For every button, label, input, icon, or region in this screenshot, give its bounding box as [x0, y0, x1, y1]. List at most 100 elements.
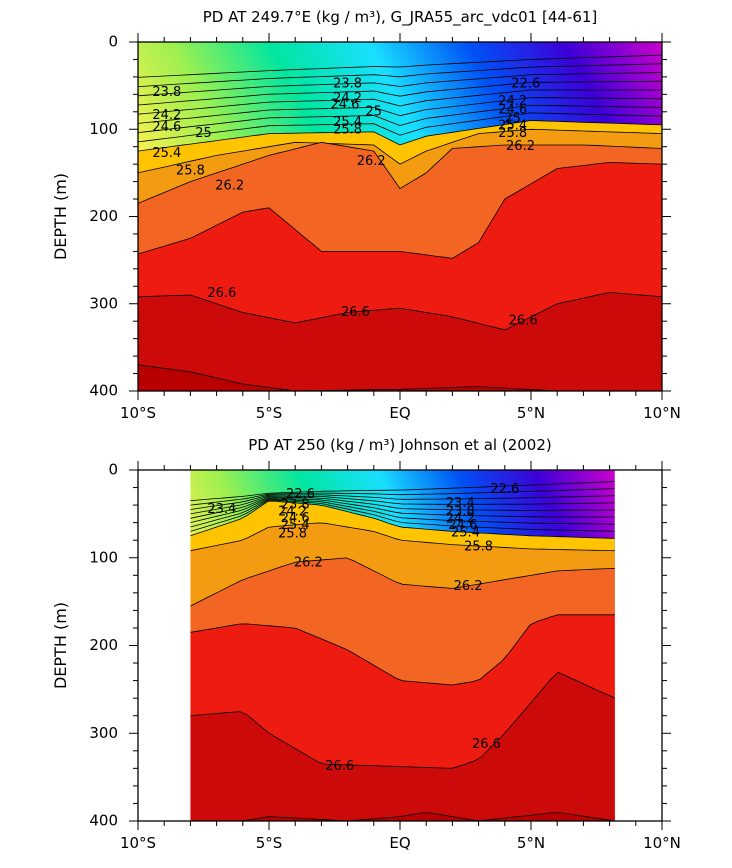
contour-label: 24.2	[333, 91, 362, 106]
contour-label: 26.6	[207, 286, 236, 301]
y-tick-label: 0	[108, 33, 118, 51]
contour-label: 25.8	[498, 126, 527, 141]
contour-label: 23.8	[152, 85, 181, 100]
x-tick-label: EQ	[389, 404, 410, 422]
contour-line-26.6	[138, 161, 662, 259]
contour-line-surface	[190, 494, 615, 510]
contour-fills	[138, 42, 662, 391]
contour-label: 26.6	[509, 314, 538, 329]
x-tick-label: 10°S	[120, 404, 156, 422]
contour-line-27	[138, 291, 662, 331]
y-tick-label: 200	[89, 207, 118, 225]
x-tick-label: 5°S	[256, 834, 283, 852]
x-tick-label: 5°N	[517, 404, 545, 422]
y-tick-label: 100	[89, 120, 118, 138]
contour-line-surface	[138, 54, 662, 78]
contour-label: 24.6	[281, 511, 310, 526]
contour-line-surface	[190, 488, 615, 506]
contour-label: 25.8	[278, 527, 307, 542]
contour-line-25.4	[138, 120, 662, 152]
contour-fills	[190, 470, 615, 821]
contour-label: 26.2	[294, 556, 323, 571]
contour-label: 24.2	[498, 94, 527, 109]
contour-label: 25.4	[333, 115, 362, 130]
contour-label: 23.4	[446, 496, 475, 511]
contour-label: 23.8	[333, 76, 362, 91]
contour-line-surface	[138, 112, 662, 143]
contour-label: 26.2	[215, 178, 244, 193]
contour-band-27.4	[138, 364, 662, 391]
contour-line-surface	[138, 89, 662, 115]
y-tick-label: 100	[89, 548, 118, 566]
contour-line-25.4	[190, 500, 615, 539]
contour-label: 24.6	[331, 97, 360, 112]
contour-label: 23.4	[207, 502, 236, 517]
contour-line-surface	[190, 499, 615, 532]
contour-label: 25	[366, 104, 383, 119]
contour-label: 25	[504, 111, 521, 126]
contour-label: 24.6	[152, 120, 181, 135]
contour-label: 25.8	[333, 123, 362, 138]
contour-line-26.2	[138, 141, 662, 204]
contour-line-surface	[190, 495, 615, 515]
contour-label: 25.8	[464, 540, 493, 555]
contour-line-surface	[138, 72, 662, 97]
contour-line-surface	[138, 80, 662, 106]
chart-title: PD AT 249.7°E (kg / m³), G_JRA55_arc_vdc…	[203, 8, 598, 27]
contour-label: 26.2	[506, 139, 535, 154]
contour-band-27.4	[190, 812, 615, 821]
contour-label: 25.4	[451, 526, 480, 541]
contour-label: 23.8	[281, 498, 310, 513]
contour-label: 24.2	[446, 512, 475, 527]
contour-line-25.8	[138, 128, 662, 174]
contour-line-25.8	[190, 522, 615, 552]
contour-line-surface	[190, 498, 615, 528]
contour-label: 25.4	[281, 518, 310, 533]
contour-line-surface	[190, 497, 615, 523]
contour-line-surface	[138, 104, 662, 133]
x-tick-label: 5°N	[517, 834, 545, 852]
contour-line-surface	[138, 63, 662, 87]
contour-line-27	[190, 671, 615, 769]
contour-band-27	[190, 672, 615, 821]
contour-line-surface	[190, 481, 615, 502]
contour-label: 26.2	[454, 579, 483, 594]
contour-line-surface	[138, 97, 662, 124]
contour-label: 26.6	[325, 759, 354, 774]
x-tick-label: EQ	[389, 834, 410, 852]
contour-label: 25.4	[152, 146, 181, 161]
contour-line-26.2	[190, 557, 615, 607]
contour-label: 22.6	[490, 482, 519, 497]
contour-line-surface	[190, 496, 615, 519]
contour-label: 26.6	[341, 305, 370, 320]
contour-label: 23.8	[446, 505, 475, 520]
contour-label: 25.4	[498, 118, 527, 133]
x-tick-label: 10°S	[120, 834, 156, 852]
y-tick-label: 0	[108, 461, 118, 479]
contour-line-27.4	[138, 364, 662, 391]
contour-line-26.6	[190, 614, 615, 686]
y-tick-label: 300	[89, 294, 118, 312]
panel-2: 23.422.623.824.224.625.425.822.623.423.8…	[51, 436, 681, 852]
x-tick-label: 10°N	[643, 404, 681, 422]
contour-label: 22.6	[511, 76, 540, 91]
x-tick-label: 5°S	[256, 404, 283, 422]
x-tick-label: 10°N	[643, 834, 681, 852]
y-tick-label: 200	[89, 636, 118, 654]
y-axis-label: DEPTH (m)	[51, 173, 70, 260]
contour-line-27.4	[190, 811, 615, 821]
contour-label: 24.6	[498, 103, 527, 118]
y-tick-label: 400	[89, 812, 118, 830]
contour-label: 24.2	[278, 505, 307, 520]
contour-label: 26.6	[472, 737, 501, 752]
contour-label: 26.2	[357, 154, 386, 169]
chart-title: PD AT 250 (kg / m³) Johnson et al (2002)	[248, 436, 551, 454]
contour-label: 22.6	[286, 487, 315, 502]
contour-label: 24.2	[152, 108, 181, 123]
y-tick-label: 400	[89, 382, 118, 400]
contour-label: 25.8	[176, 164, 205, 179]
y-tick-label: 300	[89, 724, 118, 742]
contour-label: 24.6	[448, 518, 477, 533]
